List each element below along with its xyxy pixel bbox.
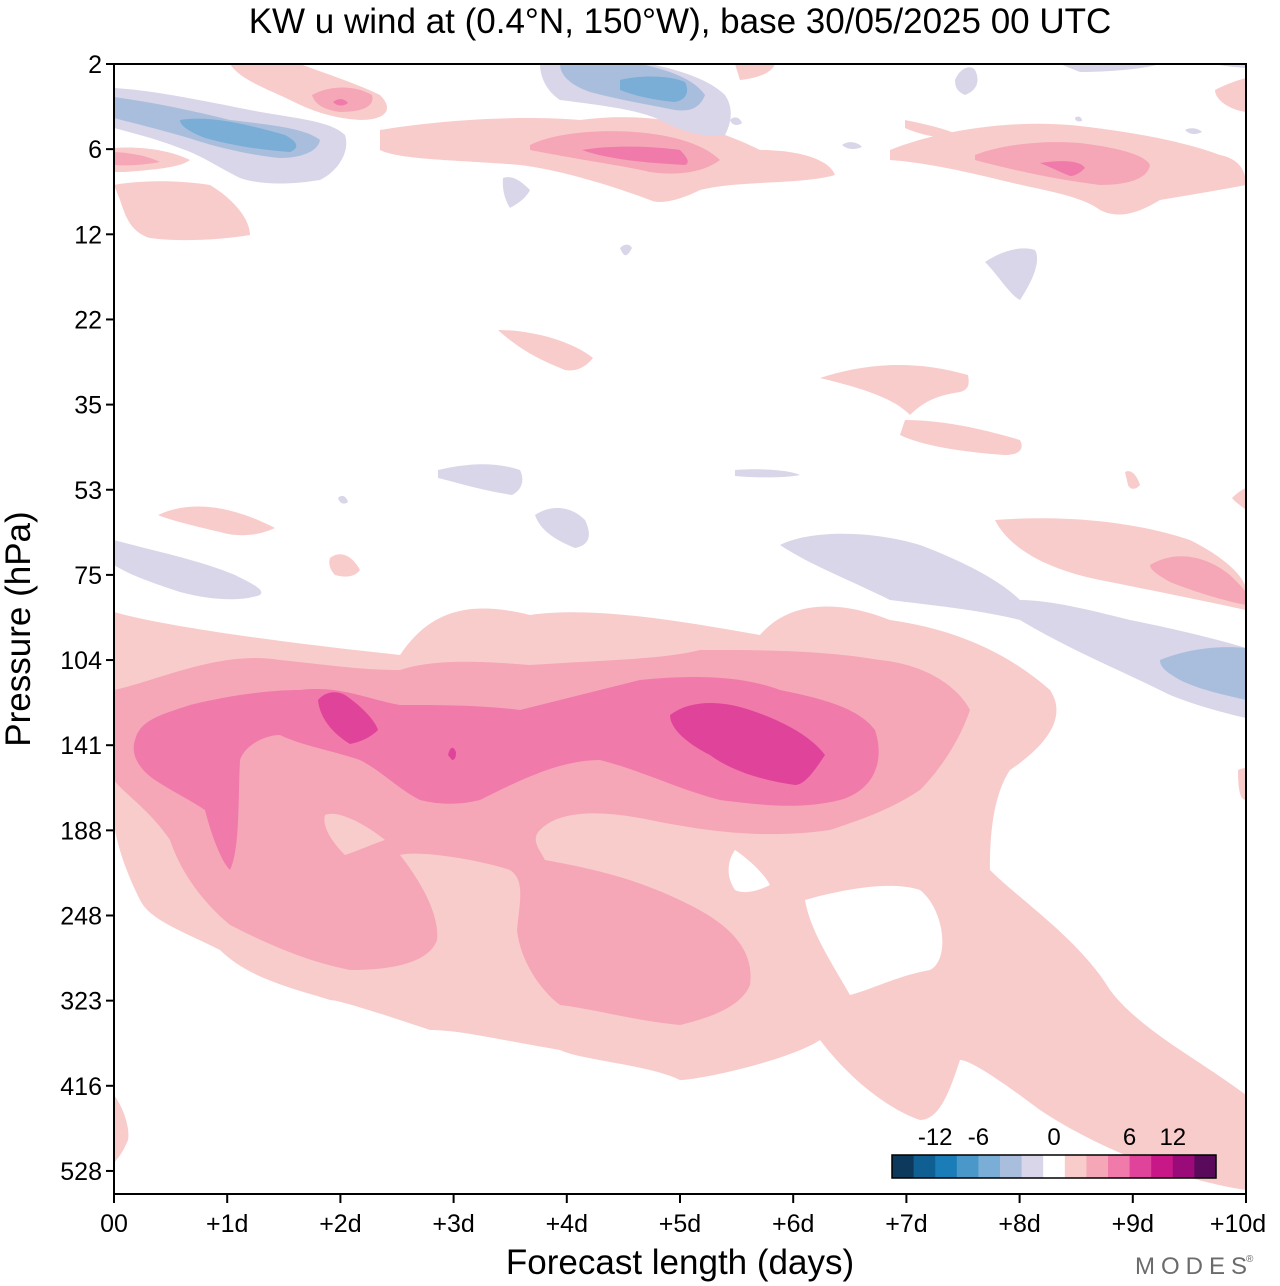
colorbar-swatch xyxy=(1064,1155,1087,1178)
contour-hole-1 xyxy=(805,885,943,995)
chart-title: KW u wind at (0.4°N, 150°W), base 30/05/… xyxy=(249,2,1112,41)
colorbar-frame xyxy=(891,1154,1217,1179)
y-tick-label: 416 xyxy=(60,1073,102,1101)
contour-region-neg-13 xyxy=(438,464,523,495)
contour-inner-light-1 xyxy=(324,813,385,855)
contour-region-pos-8 xyxy=(114,181,250,241)
contour-region-pos-29 xyxy=(1150,556,1246,605)
contour-region-neg-18 xyxy=(780,533,1246,718)
y-tick-label: 53 xyxy=(74,477,102,505)
colorbar-swatch xyxy=(1151,1155,1174,1178)
contour-region-pos-20 xyxy=(329,554,360,577)
y-tick-label: 6 xyxy=(88,136,102,164)
x-tick-label: +5d xyxy=(659,1210,701,1238)
contour-region-neg-7 xyxy=(842,142,862,150)
y-tick-label: 104 xyxy=(60,647,102,675)
colorbar-swatch xyxy=(1194,1155,1217,1178)
x-tick-label: +9d xyxy=(1112,1210,1154,1238)
contour-region-pos-15 xyxy=(1215,78,1246,112)
x-tick-label: +6d xyxy=(772,1210,814,1238)
y-tick-label: 141 xyxy=(60,732,102,760)
colorbar-swatch xyxy=(1000,1155,1023,1178)
brand-mark: ® xyxy=(1246,1254,1254,1265)
contour-region-pos-32 xyxy=(333,99,348,106)
colorbar-swatch xyxy=(1129,1155,1152,1178)
colorbar-swatch xyxy=(956,1155,979,1178)
y-tick-label: 12 xyxy=(74,221,102,249)
contour-region-neg-22 xyxy=(180,118,297,152)
y-axis-label: Pressure (hPa) xyxy=(0,511,38,746)
contour-region-neg-23 xyxy=(620,76,688,102)
y-tick-label: 75 xyxy=(74,562,102,590)
contour-region-pos-18 xyxy=(900,420,1022,455)
x-axis: 00 +1d +2d +3d +4d +5d +6d +7d +8d +9d +10d xyxy=(100,1194,1266,1238)
contour-region-pos-2 xyxy=(114,1095,129,1163)
contour-region-pos-22 xyxy=(1125,471,1140,489)
contour-region-neg-14 xyxy=(735,469,800,478)
x-tick-label: +7d xyxy=(885,1210,927,1238)
colorbar-swatch xyxy=(892,1155,915,1178)
contour-region-neg-6 xyxy=(502,177,530,208)
colorbar-tick-label: 12 xyxy=(1159,1124,1186,1151)
contour-region-neg-15 xyxy=(338,495,348,504)
contour-region-neg-3 xyxy=(955,67,978,95)
x-tick-label: +4d xyxy=(546,1210,588,1238)
contour-region-pos-31 xyxy=(1040,161,1085,176)
colorbar-swatch xyxy=(1043,1155,1066,1178)
contour-region-pos-23 xyxy=(1232,488,1246,510)
x-tick-label: 00 xyxy=(100,1210,128,1238)
colorbar-swatch xyxy=(935,1155,958,1178)
brand-logo: MODES xyxy=(1135,1253,1253,1280)
contour-region-neg-16 xyxy=(535,508,589,548)
contour-region-neg-8 xyxy=(1185,128,1202,135)
contour-region-neg-11 xyxy=(620,244,632,256)
colorbar-swatch xyxy=(1108,1155,1131,1178)
contour-region-pos-6 xyxy=(318,692,378,744)
colorbar-swatch xyxy=(1021,1155,1044,1178)
contour-fills xyxy=(114,64,1246,1190)
contour-region-pos-30 xyxy=(582,146,688,165)
contour-hole-2 xyxy=(728,850,770,893)
x-tick-label: +2d xyxy=(319,1210,361,1238)
contour-region-pos-7 xyxy=(448,747,456,760)
colorbar-tick-label: -6 xyxy=(968,1124,989,1151)
x-tick-label: +1d xyxy=(206,1210,248,1238)
y-tick-label: 35 xyxy=(74,392,102,420)
contour-region-pos-14 xyxy=(735,64,775,80)
y-tick-label: 528 xyxy=(60,1158,102,1186)
contour-region-pos-12 xyxy=(905,120,965,139)
colorbar-swatch xyxy=(978,1155,1001,1178)
contour-region-pos-21 xyxy=(995,518,1246,610)
x-tick-label: +8d xyxy=(998,1210,1040,1238)
contour-region-pos-24 xyxy=(1238,768,1246,800)
contour-region-neg-10 xyxy=(1075,116,1082,122)
x-tick-label: +10d xyxy=(1210,1210,1266,1238)
colorbar-tick-label: 6 xyxy=(1123,1124,1136,1151)
y-axis: 2 6 12 22 35 53 75 104 141 188 248 323 416 528 xyxy=(60,51,114,1186)
x-tick-label: +3d xyxy=(432,1210,474,1238)
contour-region-pos-28 xyxy=(114,152,160,166)
y-tick-label: 188 xyxy=(60,817,102,845)
contour-region-pos-16 xyxy=(498,330,593,371)
contour-region-pos-19 xyxy=(158,506,275,536)
colorbar-swatch xyxy=(1086,1155,1109,1178)
colorbar-tick-label: -12 xyxy=(918,1124,953,1151)
colorbar-tick-label: 0 xyxy=(1047,1124,1060,1151)
contour-region-neg-17 xyxy=(114,540,262,600)
y-tick-label: 2 xyxy=(88,51,102,79)
x-axis-label: Forecast length (days) xyxy=(506,1243,854,1282)
colorbar-swatch xyxy=(913,1155,936,1178)
contour-region-neg-9 xyxy=(730,117,742,125)
contour-region-pos-5 xyxy=(670,703,825,785)
y-tick-label: 323 xyxy=(60,988,102,1016)
contour-region-pos-17 xyxy=(820,364,969,415)
contour-region-neg-12 xyxy=(985,248,1038,300)
contour-region-neg-4 xyxy=(1060,64,1160,72)
y-tick-label: 248 xyxy=(60,903,102,931)
colorbar: -12 -6 0 6 12 xyxy=(891,1124,1217,1179)
colorbar-swatch xyxy=(1172,1155,1195,1178)
y-tick-label: 22 xyxy=(74,306,102,334)
contour-region-neg-21 xyxy=(1160,647,1246,700)
